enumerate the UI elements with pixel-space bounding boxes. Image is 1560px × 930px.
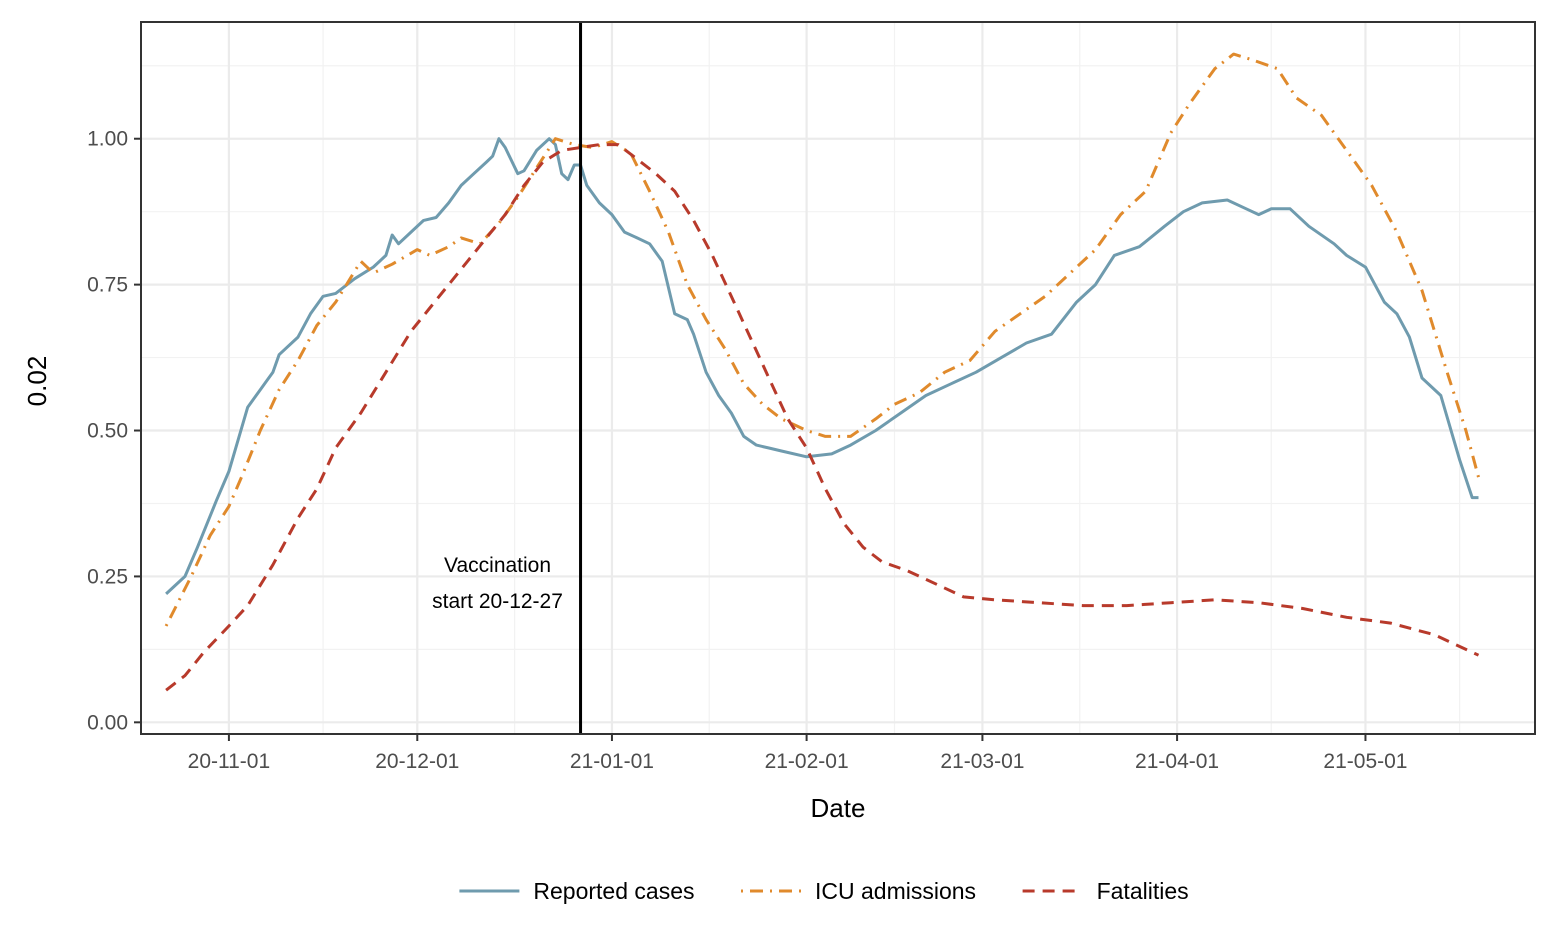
legend-label-fatalities: Fatalities [1097,878,1189,904]
vaccination-annotation-line: Vaccination [444,554,551,577]
legend-label-reported-cases: Reported cases [533,878,694,904]
x-tick-label: 20-11-01 [188,750,271,773]
major-gridlines [141,22,1535,734]
series-line-reported-cases [165,137,1479,596]
plot-panel-border [140,21,1536,735]
legend-label-icu-admissions: ICU admissions [815,878,976,904]
series-line-icu-admissions [164,52,1480,627]
vaccination-marker: Vaccination start 20-12-27 [432,22,583,734]
x-tick-label: 21-04-01 [1135,750,1219,773]
y-axis-ticks: 0.00 0.25 0.50 0.75 1.00 [87,128,141,734]
legend: Reported cases ICU admissions Fatalities [459,878,1189,904]
x-tick-label: 21-05-01 [1323,750,1407,773]
x-axis-ticks: 20-11-01 20-12-01 21-01-01 21-02-01 21-03-01… [188,734,1407,773]
x-tick-label: 20-12-01 [375,750,459,773]
x-tick-label: 21-03-01 [940,750,1024,773]
x-tick-label: 21-01-01 [570,750,654,773]
y-tick-label: 0.75 [87,274,128,297]
y-tick-label: 1.00 [87,128,128,151]
minor-gridlines [141,22,1535,734]
series-lines [164,52,1480,692]
y-tick-label: 0.00 [87,711,128,734]
x-axis-title: Date [811,793,866,823]
y-axis-title: 0.02 [22,356,52,407]
vaccination-annotation-line: start 20-12-27 [432,590,563,613]
series-line-fatalities [165,143,1480,692]
x-tick-label: 21-02-01 [765,750,849,773]
y-tick-label: 0.25 [87,565,128,588]
y-tick-label: 0.50 [87,420,128,443]
